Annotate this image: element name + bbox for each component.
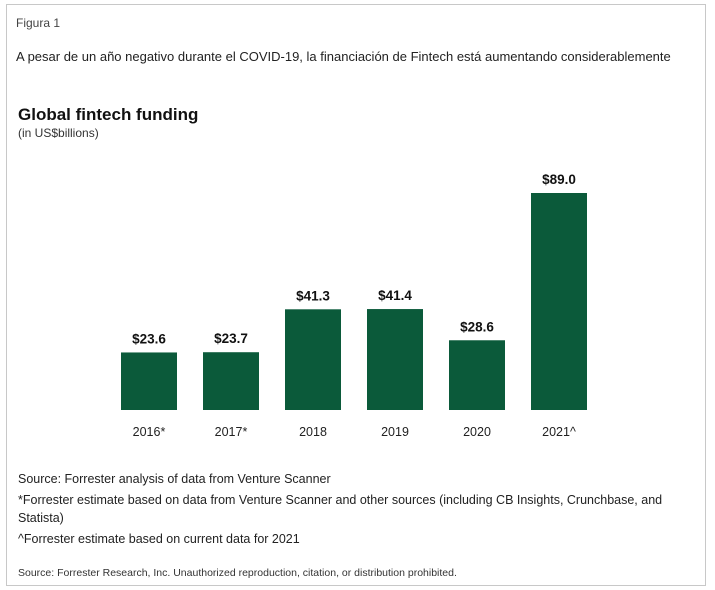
figure-caption: A pesar de un año negativo durante el CO… bbox=[16, 49, 671, 64]
x-tick-label: 2019 bbox=[381, 425, 409, 439]
chart-title: Global fintech funding bbox=[18, 105, 199, 124]
x-tick-label: 2016* bbox=[133, 425, 166, 439]
x-tick-label: 2018 bbox=[299, 425, 327, 439]
data-label: $41.3 bbox=[296, 288, 330, 303]
x-tick-label: 2020 bbox=[463, 425, 491, 439]
asterisk-footnote: *Forrester estimate based on data from V… bbox=[18, 493, 663, 525]
source-note: Source: Forrester analysis of data from … bbox=[18, 472, 331, 486]
bar-2016* bbox=[121, 352, 177, 410]
bar-2019 bbox=[367, 309, 423, 410]
data-label: $89.0 bbox=[542, 172, 576, 187]
data-label: $23.6 bbox=[132, 331, 166, 346]
bar-2021^ bbox=[531, 193, 587, 410]
caret-footnote: ^Forrester estimate based on current dat… bbox=[18, 532, 300, 546]
data-label: $28.6 bbox=[460, 319, 494, 334]
x-tick-label: 2017* bbox=[215, 425, 248, 439]
chart-subtitle: (in US$billions) bbox=[18, 126, 99, 140]
data-label: $23.7 bbox=[214, 331, 248, 346]
data-label: $41.4 bbox=[378, 288, 412, 303]
bar-2018 bbox=[285, 309, 341, 410]
bar-chart: $23.6 2016* $23.7 2017* $41.3 2018 $41.4 2019 $2… bbox=[121, 172, 587, 439]
figure-frame bbox=[6, 4, 706, 586]
bar-2020 bbox=[449, 340, 505, 410]
copyright-notice: Source: Forrester Research, Inc. Unautho… bbox=[18, 567, 457, 579]
bar-2017* bbox=[203, 352, 259, 410]
figure-label: Figura 1 bbox=[16, 16, 61, 30]
x-tick-label: 2021^ bbox=[542, 425, 576, 439]
